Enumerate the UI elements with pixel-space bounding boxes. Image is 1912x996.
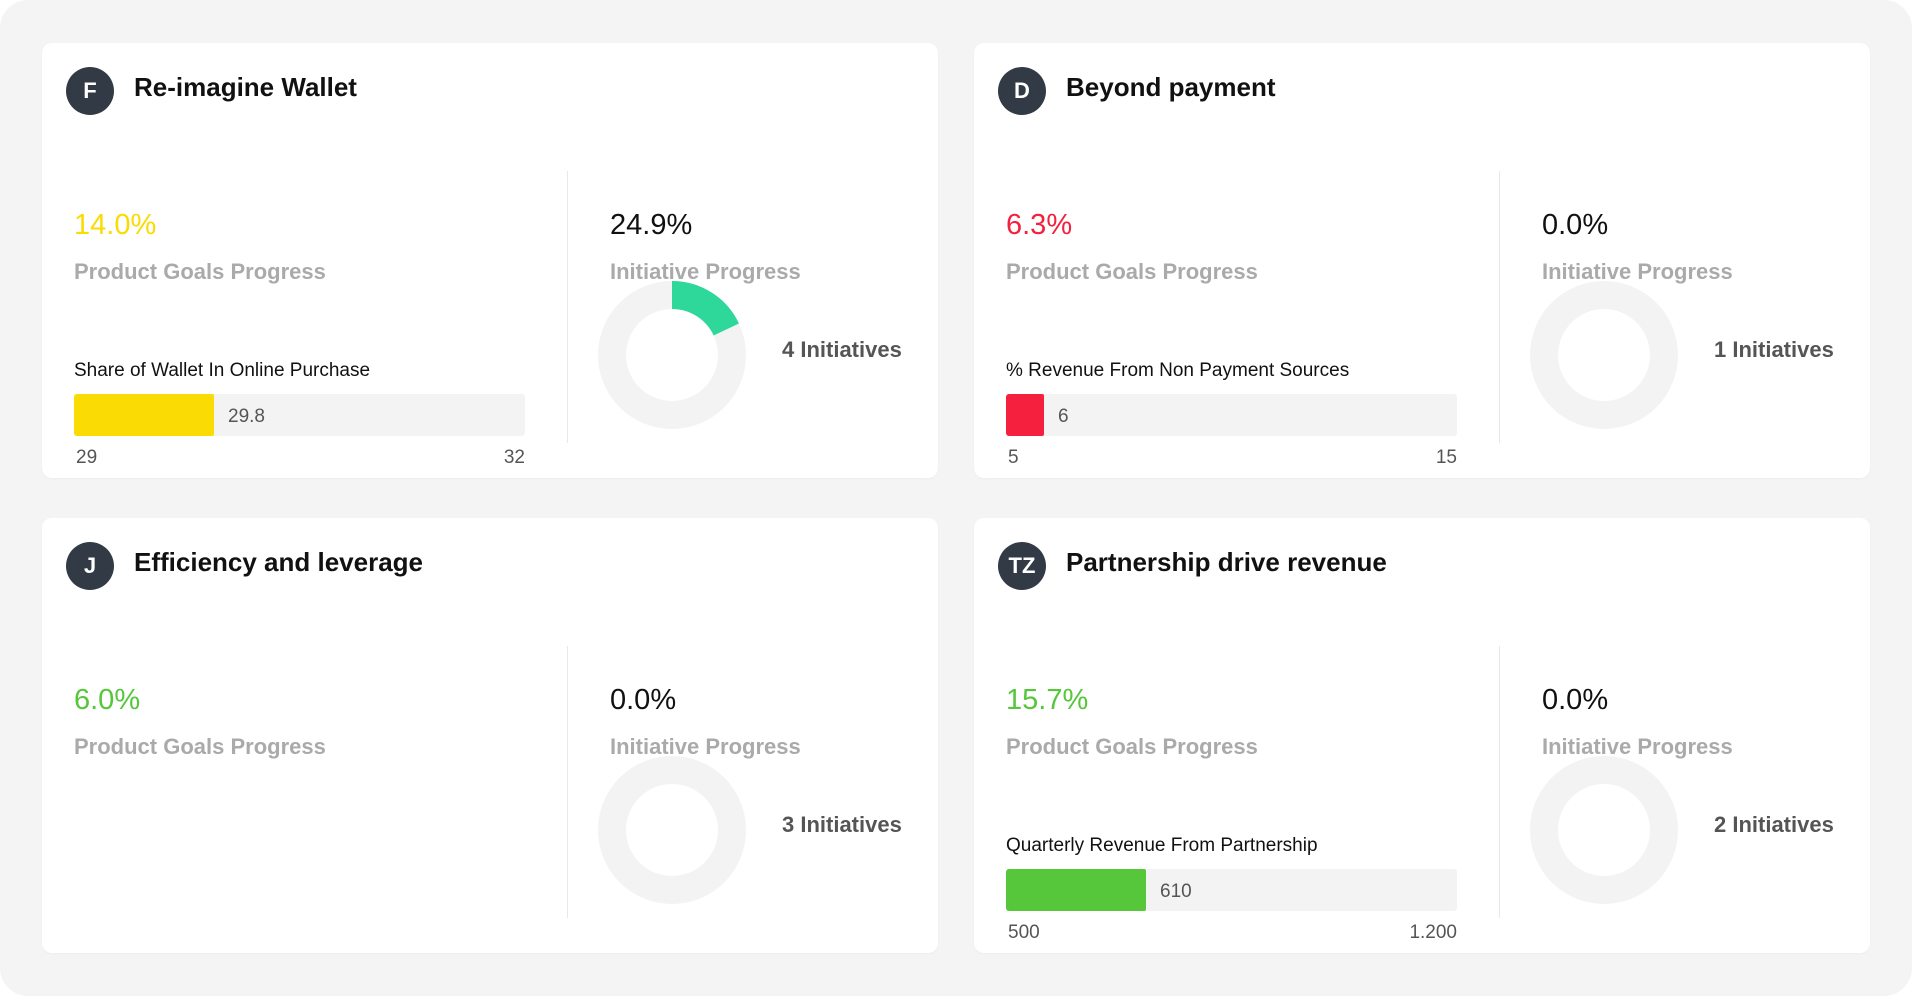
initiative-donut-chart[interactable]	[1524, 275, 1684, 435]
product-card[interactable]: TZ Partnership drive revenue 15.7% Produ…	[974, 518, 1870, 953]
initiative-donut-chart[interactable]	[592, 750, 752, 910]
product-goals-percent: 15.7%	[1006, 684, 1089, 716]
initiative-progress-label: Initiative Progress	[1542, 734, 1733, 759]
initiative-count[interactable]: 4 Initiatives	[782, 337, 902, 362]
donut-progress-arc	[598, 281, 746, 429]
donut-track	[1530, 281, 1678, 429]
metric-progress-track[interactable]	[1006, 869, 1457, 911]
metric-progress-fill	[1006, 394, 1044, 436]
section-divider	[567, 171, 568, 443]
card-title[interactable]: Re-imagine Wallet	[134, 71, 357, 102]
initiative-percent: 0.0%	[1542, 209, 1609, 241]
metric-min-value: 500	[1008, 922, 1040, 943]
product-card[interactable]: D Beyond payment 6.3% Product Goals Prog…	[974, 43, 1870, 478]
initiative-donut-chart[interactable]	[1524, 750, 1684, 910]
card-title[interactable]: Efficiency and leverage	[134, 546, 424, 577]
owner-avatar[interactable]: F	[66, 67, 114, 115]
donut-track	[598, 756, 746, 904]
metric-progress-track[interactable]	[1006, 394, 1457, 436]
metric-min-value: 29	[76, 447, 98, 468]
initiative-percent: 0.0%	[610, 684, 677, 716]
metric-max-value: 1.200	[1409, 922, 1457, 943]
card-title[interactable]: Partnership drive revenue	[1066, 546, 1387, 577]
initiative-donut-chart[interactable]	[592, 275, 752, 435]
section-divider	[1499, 646, 1500, 918]
metric-min-value: 5	[1008, 447, 1019, 468]
initiative-progress-label: Initiative Progress	[610, 259, 801, 284]
owner-avatar[interactable]: D	[998, 67, 1046, 115]
product-card[interactable]: F Re-imagine Wallet 14.0% Product Goals …	[42, 43, 938, 478]
metric-max-value: 32	[503, 447, 525, 468]
card-header: F Re-imagine Wallet	[66, 67, 357, 115]
initiative-progress-label: Initiative Progress	[610, 734, 801, 759]
product-goals-label: Product Goals Progress	[74, 259, 326, 284]
initiative-count[interactable]: 1 Initiatives	[1714, 337, 1834, 362]
product-goals-percent: 14.0%	[74, 209, 157, 241]
section-divider	[567, 646, 568, 918]
product-goals-label: Product Goals Progress	[1006, 734, 1258, 759]
metric-name: Share of Wallet In Online Purchase	[74, 360, 371, 381]
metric-current-value: 6	[1058, 406, 1069, 427]
metric-current-value: 610	[1160, 881, 1192, 902]
owner-avatar[interactable]: TZ	[998, 542, 1046, 590]
product-goals-label: Product Goals Progress	[1006, 259, 1258, 284]
metric-current-value: 29.8	[228, 406, 265, 427]
initiative-count[interactable]: 2 Initiatives	[1714, 812, 1834, 837]
donut-track	[1530, 756, 1678, 904]
metric-progress-fill	[74, 394, 214, 436]
initiative-progress-label: Initiative Progress	[1542, 259, 1733, 284]
metric-progress-fill	[1006, 869, 1146, 911]
product-card[interactable]: J Efficiency and leverage 6.0% Product G…	[42, 518, 938, 953]
initiative-count[interactable]: 3 Initiatives	[782, 812, 902, 837]
metric-max-value: 15	[1435, 447, 1457, 468]
initiative-percent: 24.9%	[610, 209, 693, 241]
metric-name: Quarterly Revenue From Partnership	[1006, 835, 1318, 856]
card-header: J Efficiency and leverage	[66, 542, 423, 590]
card-title[interactable]: Beyond payment	[1066, 71, 1276, 102]
product-goals-percent: 6.0%	[74, 684, 141, 716]
initiative-percent: 0.0%	[1542, 684, 1609, 716]
section-divider	[1499, 171, 1500, 443]
product-goals-percent: 6.3%	[1006, 209, 1073, 241]
owner-avatar[interactable]: J	[66, 542, 114, 590]
metric-progress-track[interactable]	[74, 394, 525, 436]
card-header: D Beyond payment	[998, 67, 1276, 115]
metric-name: % Revenue From Non Payment Sources	[1006, 360, 1350, 381]
card-header: TZ Partnership drive revenue	[998, 542, 1387, 590]
product-goals-label: Product Goals Progress	[74, 734, 326, 759]
